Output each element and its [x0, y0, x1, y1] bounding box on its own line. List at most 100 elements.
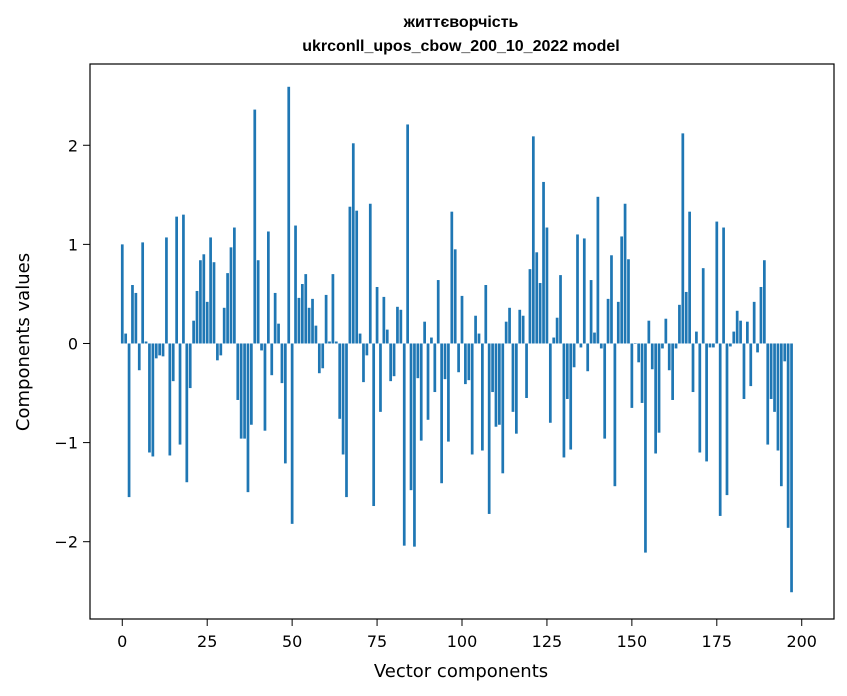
bar: [317, 343, 321, 374]
bar: [447, 343, 450, 442]
bar: [148, 343, 151, 453]
y-axis-ticks: −2 −1 0 1 2: [54, 136, 90, 552]
bar: [545, 227, 549, 344]
bar: [328, 341, 331, 344]
bar: [752, 301, 756, 344]
bar: [712, 343, 715, 348]
bar: [311, 298, 314, 344]
bar: [576, 234, 579, 344]
bar: [732, 331, 736, 344]
bar: [763, 260, 766, 344]
bar: [175, 216, 178, 344]
bar: [491, 343, 494, 393]
bar: [786, 343, 790, 528]
bar: [233, 227, 236, 344]
plot-frame: [89, 63, 835, 620]
bar: [430, 337, 433, 344]
bar: [542, 181, 545, 344]
bar: [599, 343, 603, 349]
bar: [127, 343, 131, 498]
bar: [192, 320, 195, 344]
bar: [637, 343, 641, 363]
y-tick-label: 0: [68, 334, 78, 353]
bar: [307, 307, 311, 344]
bar: [362, 343, 365, 383]
bar: [582, 238, 586, 344]
bar: [368, 203, 372, 344]
bar: [650, 343, 654, 370]
bar: [436, 280, 440, 344]
bar: [294, 225, 297, 344]
bar: [623, 203, 627, 344]
x-tick-label: 25: [197, 632, 217, 651]
bar: [773, 343, 776, 412]
bar: [562, 343, 566, 458]
bar: [664, 318, 668, 344]
bar: [120, 244, 124, 344]
bar: [273, 292, 277, 344]
bar: [749, 343, 753, 387]
bar: [178, 343, 182, 445]
bar: [725, 343, 729, 496]
bar: [593, 332, 596, 344]
bar: [154, 343, 158, 359]
bar: [205, 301, 209, 344]
bar: [168, 343, 172, 456]
bar: [419, 343, 423, 441]
bar: [603, 343, 607, 439]
bar: [416, 343, 420, 379]
bar: [698, 343, 702, 453]
bar: [209, 237, 212, 344]
bar: [389, 343, 393, 382]
bar: [790, 343, 793, 593]
bar: [613, 343, 617, 487]
x-axis-label: Vector components: [374, 661, 548, 682]
x-tick-label: 175: [702, 632, 733, 651]
bar: [151, 343, 155, 457]
bar: [409, 343, 413, 491]
bar: [321, 343, 325, 369]
bar: [260, 343, 263, 351]
bar: [481, 343, 484, 451]
bar: [287, 86, 291, 344]
bar: [290, 343, 294, 524]
y-tick-label: 1: [68, 235, 78, 254]
y-axis-label: Components values: [13, 253, 34, 431]
bar: [185, 343, 189, 483]
bar: [654, 343, 657, 454]
bar: [250, 343, 253, 425]
bar: [627, 259, 630, 344]
bar: [742, 343, 746, 399]
bar: [165, 237, 168, 344]
bar: [515, 343, 518, 434]
bar: [569, 343, 573, 450]
bar: [440, 343, 443, 484]
bar: [684, 291, 688, 344]
bar: [596, 196, 600, 344]
bar: [678, 304, 681, 344]
bar: [657, 343, 661, 433]
bar: [695, 331, 698, 344]
bar: [559, 275, 562, 344]
bar: [144, 341, 148, 344]
bar: [484, 285, 488, 344]
bar: [433, 343, 437, 393]
bar: [392, 343, 396, 377]
bar: [783, 343, 787, 362]
bar: [616, 301, 620, 344]
bar: [477, 333, 481, 344]
bar: [216, 343, 219, 361]
x-tick-label: 0: [117, 632, 127, 651]
bar: [555, 317, 559, 344]
bar: [739, 320, 742, 344]
bar: [460, 295, 464, 344]
bar: [589, 280, 593, 344]
x-tick-label: 75: [367, 632, 387, 651]
bar: [681, 133, 685, 344]
bar: [229, 247, 233, 344]
bar: [548, 343, 552, 423]
bar: [385, 329, 389, 344]
bar: [535, 252, 539, 344]
bar: [182, 214, 185, 344]
bar: [620, 236, 624, 344]
